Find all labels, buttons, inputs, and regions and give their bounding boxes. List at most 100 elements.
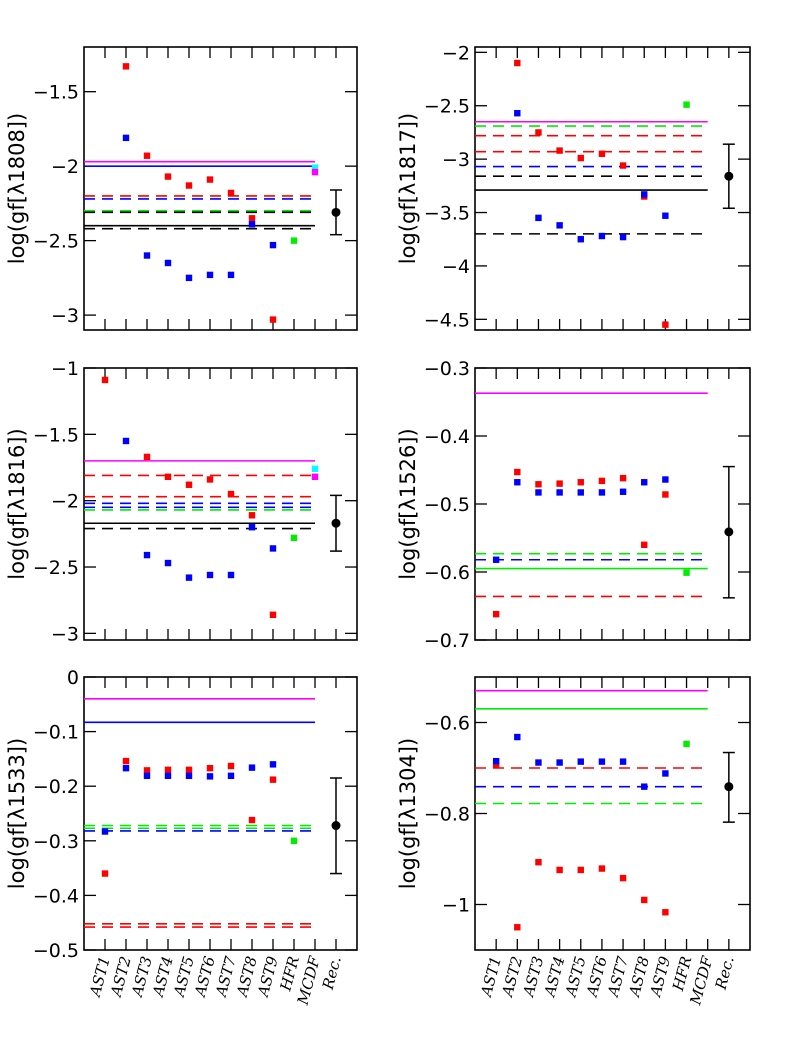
data-point-cyan: [311, 164, 319, 171]
data-point-blue: [269, 241, 277, 249]
recommended-value-point: [331, 821, 341, 831]
data-point-blue: [143, 252, 151, 259]
y-tick-label: −0.5: [424, 494, 470, 516]
data-point-blue: [122, 134, 130, 142]
data-point-blue: [492, 757, 500, 765]
data-point-blue: [227, 571, 235, 579]
y-tick-label: −0.1: [33, 722, 79, 744]
data-point-blue: [535, 214, 542, 222]
plot-frame: [83, 46, 358, 331]
data-point-blue: [185, 772, 193, 780]
data-point-blue: [662, 770, 669, 777]
data-point-blue: [269, 545, 277, 552]
plot-frame: [83, 676, 358, 951]
data-point-red: [662, 321, 669, 328]
y-tick-label: −0.5: [33, 940, 79, 962]
y-tick-label: −1.5: [33, 82, 79, 104]
data-point-blue: [164, 259, 172, 267]
data-point-red: [598, 150, 606, 157]
data-point-red: [143, 767, 151, 774]
data-point-blue: [514, 733, 521, 741]
data-point-blue: [662, 212, 669, 219]
data-point-blue: [185, 274, 193, 282]
data-point-red: [535, 129, 542, 136]
data-point-blue: [577, 758, 584, 765]
data-point-blue: [619, 488, 627, 495]
data-point-blue: [248, 764, 256, 771]
y-tick-label: −1: [51, 358, 79, 380]
data-point-blue: [227, 271, 235, 279]
y-tick-label: −0.2: [33, 776, 79, 798]
y-axis-label: log(gf[λ1304]): [396, 738, 420, 889]
y-tick-label: −1: [442, 895, 470, 917]
y-tick-label: −3: [51, 305, 79, 327]
data-point-blue: [143, 551, 151, 559]
recommended-value-point: [724, 171, 734, 181]
y-tick-label: −1.5: [33, 424, 79, 446]
panel-6: −0.6−0.8−1log(gf[λ1304])AST1AST2AST3AST4…: [396, 676, 751, 1008]
data-point-blue: [514, 110, 521, 117]
data-point-blue: [227, 772, 235, 780]
data-point-blue: [641, 191, 648, 198]
data-point-red: [248, 816, 256, 824]
y-tick-label: −2: [51, 491, 79, 513]
y-tick-label: −2: [51, 156, 79, 178]
data-point-blue: [492, 556, 500, 563]
data-point-red: [122, 757, 130, 765]
recommended-value-point: [331, 207, 341, 217]
data-point-blue: [206, 571, 214, 579]
y-axis-label: log(gf[λ1817]): [396, 113, 420, 264]
data-point-red: [514, 59, 521, 67]
data-point-magenta: [311, 473, 319, 480]
plot-frame: [474, 367, 751, 641]
data-point-green: [683, 569, 690, 576]
data-point-blue: [619, 233, 627, 241]
data-point-red: [269, 776, 277, 783]
data-point-blue: [662, 476, 669, 483]
data-point-blue: [143, 772, 151, 780]
data-point-red: [206, 176, 214, 183]
data-point-red: [619, 162, 627, 169]
y-tick-label: −2.5: [424, 96, 470, 118]
y-tick-label: 0: [67, 667, 79, 689]
data-point-red: [514, 924, 521, 931]
data-point-red: [185, 766, 193, 774]
data-point-green: [290, 237, 298, 244]
plot-frame: [474, 676, 751, 951]
data-point-blue: [577, 236, 584, 243]
y-tick-label: −3.5: [424, 203, 470, 225]
data-point-red: [641, 541, 648, 548]
data-point-blue: [164, 559, 172, 567]
data-point-red: [514, 468, 521, 476]
data-point-red: [619, 874, 627, 882]
y-tick-label: −0.3: [424, 358, 470, 380]
data-point-red: [598, 865, 606, 872]
y-tick-label: −3: [442, 149, 470, 171]
data-point-cyan: [311, 465, 319, 473]
data-point-red: [164, 173, 172, 180]
data-point-green: [683, 101, 690, 108]
data-point-blue: [556, 759, 563, 766]
data-point-red: [185, 182, 193, 189]
data-point-red: [535, 481, 542, 488]
data-point-red: [662, 909, 669, 916]
data-point-magenta: [311, 168, 319, 176]
y-tick-label: −2.5: [33, 231, 79, 253]
y-tick-label: −4: [442, 256, 470, 278]
data-point-green: [290, 534, 298, 542]
data-point-blue: [641, 479, 648, 486]
data-point-red: [556, 147, 563, 154]
data-point-green: [290, 837, 298, 844]
data-point-blue: [598, 758, 606, 765]
y-tick-label: −0.3: [33, 831, 79, 853]
data-point-blue: [206, 773, 214, 780]
data-point-red: [577, 154, 584, 162]
data-point-blue: [556, 489, 563, 496]
data-point-red: [248, 512, 256, 519]
data-point-blue: [641, 783, 648, 790]
y-tick-label: −0.6: [424, 713, 470, 735]
data-point-red: [577, 479, 584, 486]
data-point-blue: [556, 222, 563, 229]
data-point-red: [556, 480, 563, 487]
